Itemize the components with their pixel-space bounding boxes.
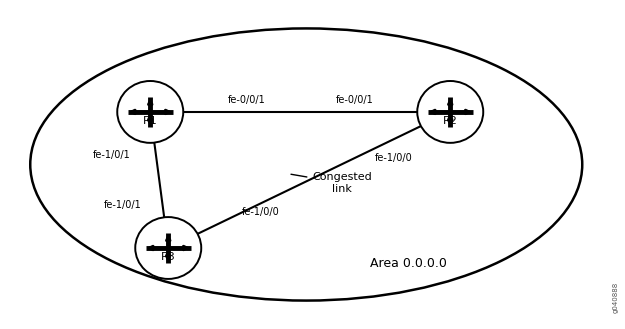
Text: Congested
link: Congested link xyxy=(291,172,372,194)
Ellipse shape xyxy=(118,81,183,143)
Text: R3: R3 xyxy=(161,252,176,262)
Text: fe-1/0/0: fe-1/0/0 xyxy=(242,207,279,216)
Text: g040888: g040888 xyxy=(612,282,618,313)
Text: fe-1/0/0: fe-1/0/0 xyxy=(375,153,413,163)
Ellipse shape xyxy=(418,81,483,143)
Text: R1: R1 xyxy=(143,116,158,126)
Text: fe-0/0/1: fe-0/0/1 xyxy=(228,94,265,105)
Text: R2: R2 xyxy=(442,116,458,126)
Ellipse shape xyxy=(30,28,582,301)
Text: fe-0/0/1: fe-0/0/1 xyxy=(336,94,373,105)
Text: fe-1/0/1: fe-1/0/1 xyxy=(93,150,131,160)
Ellipse shape xyxy=(135,217,201,279)
Text: Area 0.0.0.0: Area 0.0.0.0 xyxy=(370,257,447,270)
Text: fe-1/0/1: fe-1/0/1 xyxy=(104,200,141,210)
